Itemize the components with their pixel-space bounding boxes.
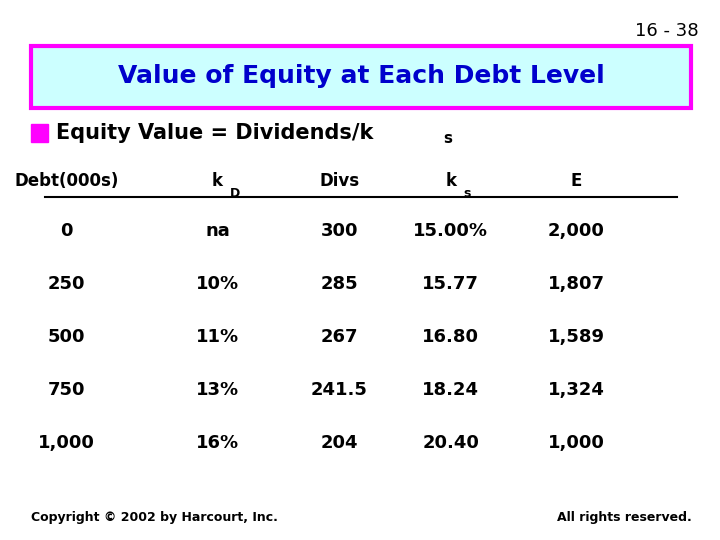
Text: 13%: 13% <box>196 381 239 399</box>
Text: 1,000: 1,000 <box>548 434 605 452</box>
Text: 1,589: 1,589 <box>548 328 605 346</box>
Text: Debt(000s): Debt(000s) <box>14 172 119 190</box>
Text: 1,807: 1,807 <box>548 275 605 293</box>
Text: 285: 285 <box>320 275 359 293</box>
Text: Value of Equity at Each Debt Level: Value of Equity at Each Debt Level <box>117 64 604 87</box>
Text: 2,000: 2,000 <box>548 222 605 240</box>
Text: Copyright © 2002 by Harcourt, Inc.: Copyright © 2002 by Harcourt, Inc. <box>31 511 278 524</box>
Text: 204: 204 <box>320 434 358 452</box>
Text: 15.77: 15.77 <box>423 275 480 293</box>
Text: E: E <box>571 172 582 190</box>
Text: 20.40: 20.40 <box>423 434 480 452</box>
Text: k: k <box>445 172 456 190</box>
Text: 0: 0 <box>60 222 73 240</box>
Text: 300: 300 <box>320 222 358 240</box>
Text: s: s <box>464 187 471 200</box>
Text: 1,000: 1,000 <box>38 434 95 452</box>
Text: 750: 750 <box>48 381 86 399</box>
Text: 1,324: 1,324 <box>548 381 605 399</box>
Text: 18.24: 18.24 <box>422 381 480 399</box>
Text: na: na <box>205 222 230 240</box>
Text: 500: 500 <box>48 328 86 346</box>
Text: 16.80: 16.80 <box>422 328 480 346</box>
Text: All rights reserved.: All rights reserved. <box>557 511 691 524</box>
Text: Equity Value = Dividends/k: Equity Value = Dividends/k <box>56 123 373 144</box>
Text: s: s <box>444 131 453 146</box>
Text: 11%: 11% <box>196 328 239 346</box>
FancyBboxPatch shape <box>31 46 691 108</box>
Text: 250: 250 <box>48 275 86 293</box>
Text: 15.00%: 15.00% <box>413 222 488 240</box>
Text: k: k <box>212 172 223 190</box>
Text: D: D <box>230 187 240 200</box>
Text: 241.5: 241.5 <box>311 381 368 399</box>
Text: 267: 267 <box>320 328 358 346</box>
Text: 16 - 38: 16 - 38 <box>635 22 698 39</box>
Text: 16%: 16% <box>196 434 239 452</box>
Text: Divs: Divs <box>320 172 359 190</box>
Bar <box>31 124 48 142</box>
Text: 10%: 10% <box>196 275 239 293</box>
